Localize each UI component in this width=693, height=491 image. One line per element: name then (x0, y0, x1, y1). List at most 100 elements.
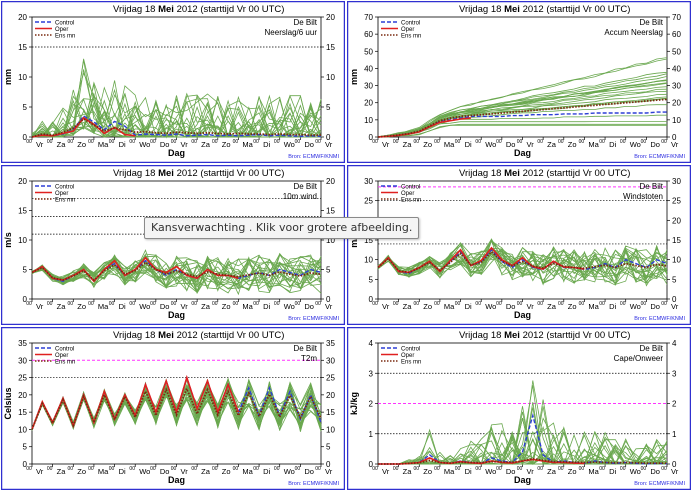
day-label: Za (547, 467, 557, 476)
title-date: 18 (145, 168, 158, 179)
ylabel: m/s (349, 232, 359, 248)
day-label: Wo (485, 302, 496, 311)
tooltip: Kansverwachting . Klik voor grotere afbe… (144, 217, 420, 239)
ytick-label-right: 35 (326, 339, 335, 348)
ensemble-member-line (378, 422, 668, 465)
day-label: Do (506, 302, 516, 311)
day-label: Di (609, 467, 616, 476)
day-label: Do (304, 467, 314, 476)
ytick-label-right: 1 (672, 430, 677, 439)
day-label: Vr (382, 140, 390, 149)
title-run: (starttijd Vr 00 UTC) (546, 168, 630, 179)
param-label: Windstoten (623, 192, 663, 201)
hour-label: 00 (372, 301, 378, 307)
ensemble-member-line (377, 82, 668, 137)
day-label: Do (160, 302, 170, 311)
ytick-label-left: 10 (18, 73, 27, 82)
chart-panel-windstoten[interactable]: Vrijdag 18 Mei 2012 (starttijd Vr 00 UTC… (347, 165, 691, 325)
title-year: 2012 (177, 168, 201, 179)
hour-label: 00 (47, 301, 53, 307)
day-label: Zo (423, 467, 432, 476)
hour-label: 00 (109, 301, 115, 307)
hour-label: 00 (620, 139, 626, 145)
ensemble-member-line (377, 248, 668, 285)
day-label: Vr (181, 140, 189, 149)
ensemble-member-line (377, 244, 668, 284)
ytick-label-right: 10 (672, 116, 681, 125)
chart-panel-wind[interactable]: Vrijdag 18 Mei 2012 (starttijd Vr 00 UTC… (1, 165, 345, 325)
ensemble-member-line (31, 255, 322, 294)
day-label: Za (57, 140, 67, 149)
hour-label: 00 (212, 466, 218, 472)
ytick-label-right: 0 (672, 133, 677, 142)
xlabel: Dag (168, 310, 185, 320)
location-label: De Bilt (293, 182, 317, 191)
ytick-label-right: 4 (672, 339, 677, 348)
ytick-label-right: 5 (326, 266, 331, 275)
ytick-label-right: 0 (672, 295, 677, 304)
param-label: Cape/Onweer (614, 354, 664, 363)
title-run: (starttijd Vr 00 UTC) (546, 330, 630, 341)
title-day: Vrijdag (113, 4, 145, 15)
panel-border (1, 165, 345, 325)
day-label: Vr (671, 467, 679, 476)
hour-label: 00 (315, 301, 321, 307)
chart-title: Vrijdag 18 Mei 2012 (starttijd Vr 00 UTC… (459, 168, 630, 179)
ylabel: mm (3, 69, 13, 85)
hour-label: 00 (150, 139, 156, 145)
hour-label: 00 (88, 466, 94, 472)
day-label: Zo (77, 467, 86, 476)
hour-label: 00 (68, 301, 74, 307)
hour-label: 00 (434, 139, 440, 145)
day-label: Ma (444, 302, 455, 311)
day-label: Ma (98, 302, 109, 311)
ytick-label-left: 50 (364, 47, 373, 56)
day-label: Vr (36, 302, 44, 311)
chart-panel-accum[interactable]: Vrijdag 18 Mei 2012 (starttijd Vr 00 UTC… (347, 1, 691, 163)
day-label: Zo (222, 302, 231, 311)
hour-label: 00 (537, 301, 543, 307)
hour-label: 00 (212, 301, 218, 307)
title-year: 2012 (177, 330, 201, 341)
chart-panel-neerslag[interactable]: Vrijdag 18 Mei 2012 (starttijd Vr 00 UTC… (1, 1, 345, 163)
ensmean-line (31, 261, 322, 282)
title-date: 18 (145, 4, 158, 15)
day-label: Ma (98, 467, 109, 476)
ytick-label-left: 0 (23, 133, 28, 142)
location-label: De Bilt (293, 18, 317, 27)
hour-label: 00 (558, 139, 564, 145)
hour-label: 00 (579, 466, 585, 472)
hour-label: 00 (212, 139, 218, 145)
chart-panel-t2m[interactable]: Vrijdag 18 Mei 2012 (starttijd Vr 00 UTC… (1, 327, 345, 490)
ytick-label-right: 20 (326, 391, 335, 400)
ytick-label-right: 0 (672, 460, 677, 469)
title-day: Vrijdag (113, 330, 145, 341)
hour-label: 00 (475, 301, 481, 307)
chart-title: Vrijdag 18 Mei 2012 (starttijd Vr 00 UTC… (459, 4, 630, 15)
hour-label: 00 (641, 301, 647, 307)
ytick-label-left: 20 (18, 13, 27, 22)
panel-border (347, 165, 691, 325)
title-month: Mei (158, 168, 176, 179)
hour-label: 00 (274, 301, 280, 307)
ytick-label-left: 15 (18, 43, 27, 52)
hour-label: 00 (620, 301, 626, 307)
legend-label: Oper (55, 27, 68, 33)
day-label: Di (263, 467, 270, 476)
xlabel: Dag (514, 310, 531, 320)
day-label: Vr (527, 140, 535, 149)
ytick-label-left: 0 (23, 460, 28, 469)
day-label: Vr (382, 467, 390, 476)
day-label: Di (263, 140, 270, 149)
hour-label: 00 (434, 301, 440, 307)
source-label: Bron: ECMWF/KNMI (634, 154, 685, 160)
chart-panel-cape[interactable]: Vrijdag 18 Mei 2012 (starttijd Vr 00 UTC… (347, 327, 691, 490)
day-label: Di (263, 302, 270, 311)
hour-label: 00 (171, 466, 177, 472)
day-label: Wo (139, 467, 150, 476)
chart-title: Vrijdag 18 Mei 2012 (starttijd Vr 00 UTC… (113, 330, 284, 341)
ytick-label-left: 15 (18, 408, 27, 417)
legend-label: Control (55, 347, 74, 353)
ylabel: Celsius (3, 387, 13, 419)
